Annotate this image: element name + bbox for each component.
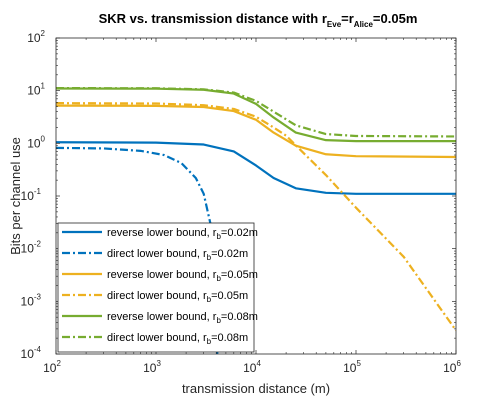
legend-label: reverse lower bound, rb=0.08m xyxy=(107,311,258,325)
legend-label: reverse lower bound, rb=0.05m xyxy=(107,269,258,283)
series-line-3 xyxy=(56,104,456,159)
chart-title: SKR vs. transmission distance with rEve=… xyxy=(99,11,418,29)
y-tick-label: 10-2 xyxy=(21,240,42,256)
plot-frame xyxy=(55,37,457,355)
x-tick-label: 102 xyxy=(43,359,61,375)
y-tick-label: 10-3 xyxy=(21,292,42,308)
legend-box xyxy=(57,222,255,353)
y-tick-label: 100 xyxy=(27,134,45,150)
y-tick-label: 101 xyxy=(27,82,45,98)
axis-tick-labels: 102 103 104 105 106 10-4 10-3 10-2 10-1 100 101 102 xyxy=(21,29,462,375)
x-axis-label: transmission distance (m) xyxy=(182,381,330,396)
y-tick-label: 10-4 xyxy=(21,345,42,361)
x-tick-label: 105 xyxy=(343,359,361,375)
legend-label: direct lower bound, rb=0.02m xyxy=(107,248,248,262)
x-tick-label: 106 xyxy=(443,359,461,375)
series-line-1 xyxy=(56,141,456,195)
series-line-4 xyxy=(56,102,456,332)
series-lines xyxy=(56,86,456,354)
series-line-6 xyxy=(56,86,456,138)
legend-label: direct lower bound, rb=0.05m xyxy=(107,290,248,304)
legend: reverse lower bound, rb=0.02m direct lowe… xyxy=(57,222,258,353)
y-tick-label: 102 xyxy=(27,29,45,45)
legend-label: reverse lower bound, rb=0.02m xyxy=(107,227,258,241)
x-tick-label: 103 xyxy=(143,359,161,375)
x-tick-label: 104 xyxy=(243,359,261,375)
legend-label: direct lower bound, rb=0.08m xyxy=(107,332,248,346)
y-axis-label: Bits per channel use xyxy=(8,137,23,255)
y-tick-label: 10-1 xyxy=(21,187,42,203)
series-line-2 xyxy=(56,146,219,354)
